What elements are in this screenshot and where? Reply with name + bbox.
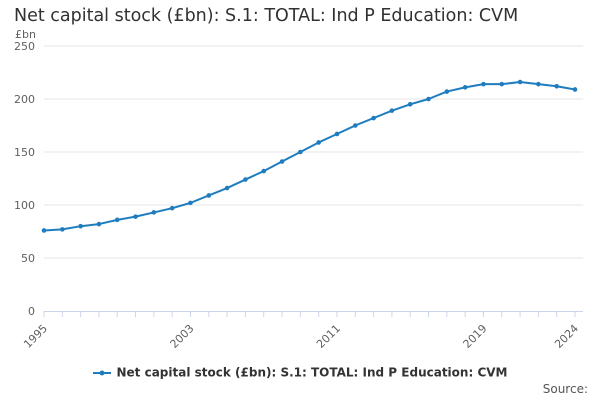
data-point — [462, 85, 468, 90]
data-point — [481, 81, 486, 87]
data-point — [572, 87, 578, 92]
x-tick-label: 1995 — [21, 322, 50, 351]
legend-swatch-icon — [92, 370, 111, 375]
legend-label: Net capital stock (£bn): S.1: TOTAL: Ind… — [116, 365, 508, 380]
data-point — [334, 131, 340, 137]
x-tick-label: 2011 — [314, 322, 343, 351]
x-tick-label: 2024 — [552, 322, 581, 351]
data-point — [316, 140, 321, 145]
y-tick-label: 0 — [28, 305, 35, 318]
y-axis-unit-label: £bn — [15, 28, 36, 41]
data-point — [60, 227, 65, 232]
data-point — [41, 228, 47, 233]
data-point — [554, 83, 559, 89]
data-point — [206, 193, 212, 198]
series-layer — [41, 79, 578, 233]
y-tick-label: 100 — [14, 199, 35, 212]
axes: 0 50 100 150 200 250 1995 2003 2011 2019 2024 — [14, 40, 583, 351]
data-point — [243, 177, 248, 182]
data-point — [169, 205, 175, 211]
y-tick-label: 150 — [14, 146, 35, 159]
data-point — [444, 89, 450, 94]
data-point — [224, 185, 230, 191]
data-point — [96, 221, 102, 227]
data-point — [133, 214, 138, 219]
y-tick-label: 50 — [21, 252, 35, 265]
data-point — [389, 108, 395, 113]
x-tick-label: 2019 — [461, 322, 490, 351]
data-point — [407, 102, 413, 107]
data-point — [499, 81, 505, 87]
data-point — [371, 115, 376, 121]
data-point — [151, 210, 157, 215]
data-point — [352, 123, 358, 128]
source-label: Source: — [542, 382, 588, 396]
gridlines — [44, 45, 583, 259]
legend[interactable]: Net capital stock (£bn): S.1: TOTAL: Ind… — [0, 365, 600, 380]
x-tick-label: 2003 — [168, 322, 197, 351]
data-point — [298, 149, 303, 155]
data-point — [517, 79, 523, 85]
series-line — [43, 81, 576, 232]
data-point — [188, 200, 193, 206]
data-point — [279, 159, 285, 164]
y-tick-label: 250 — [14, 40, 35, 53]
data-point — [261, 168, 267, 174]
data-point — [78, 223, 83, 229]
data-point — [114, 217, 120, 223]
y-tick-label: 200 — [14, 93, 35, 106]
chart-title: Net capital stock (£bn): S.1: TOTAL: Ind… — [14, 6, 519, 26]
data-point — [426, 96, 431, 102]
data-point — [536, 81, 541, 87]
